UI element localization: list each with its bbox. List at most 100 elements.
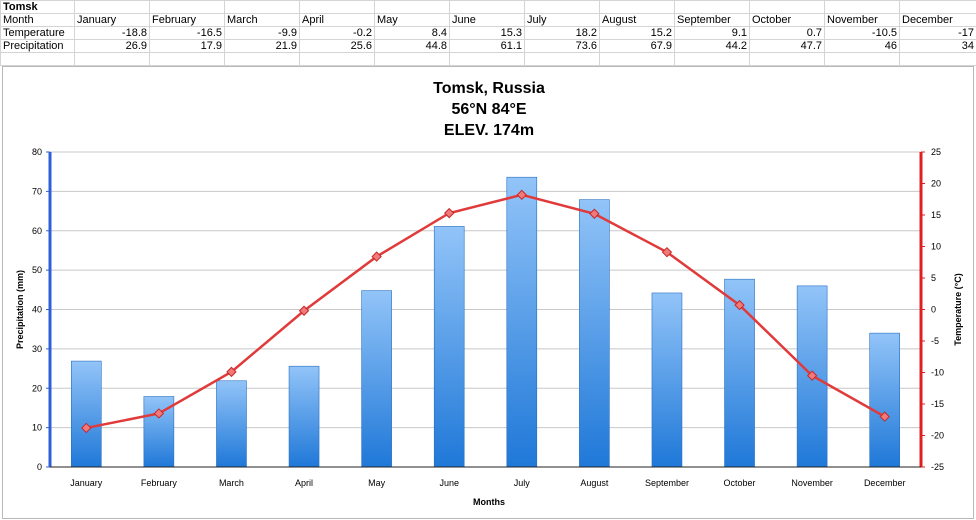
x-tick-label: November — [791, 478, 833, 488]
right-tick-label: -20 — [931, 431, 944, 441]
empty-cell[interactable] — [300, 53, 375, 66]
empty-cell[interactable] — [75, 1, 150, 14]
empty-cell[interactable] — [150, 1, 225, 14]
empty-cell[interactable] — [675, 53, 750, 66]
right-tick-label: 15 — [931, 210, 941, 220]
sheet-cell[interactable]: -16.5 — [150, 27, 225, 40]
sheet-cell[interactable]: -18.8 — [75, 27, 150, 40]
sheet-cell[interactable]: 18.2 — [525, 27, 600, 40]
empty-cell[interactable] — [675, 1, 750, 14]
sheet-cell[interactable]: June — [450, 14, 525, 27]
left-tick-label: 60 — [32, 226, 42, 236]
precip-bar[interactable] — [434, 226, 464, 467]
empty-cell[interactable] — [750, 1, 825, 14]
sheet-cell[interactable]: 8.4 — [375, 27, 450, 40]
row-label-cell[interactable]: Temperature — [1, 27, 75, 40]
empty-cell[interactable] — [225, 53, 300, 66]
empty-cell[interactable] — [600, 53, 675, 66]
precip-bar[interactable] — [362, 291, 392, 467]
precip-bar[interactable] — [216, 381, 246, 467]
sheet-cell[interactable]: -10.5 — [825, 27, 900, 40]
sheet-cell[interactable]: 61.1 — [450, 40, 525, 53]
sheet-cell[interactable]: December — [900, 14, 976, 27]
right-tick-label: -10 — [931, 368, 944, 378]
empty-cell[interactable] — [75, 53, 150, 66]
sheet-cell[interactable]: -17 — [900, 27, 976, 40]
sheet-cell[interactable]: 67.9 — [600, 40, 675, 53]
sheet-cell[interactable]: November — [825, 14, 900, 27]
left-tick-label: 70 — [32, 186, 42, 196]
chart-title-line: 56°N 84°E — [451, 101, 526, 118]
left-tick-label: 30 — [32, 344, 42, 354]
sheet-cell[interactable]: 9.1 — [675, 27, 750, 40]
precip-bar[interactable] — [579, 200, 609, 467]
precip-bar[interactable] — [289, 366, 319, 467]
left-tick-label: 0 — [37, 462, 42, 472]
sheet-title-row: Tomsk — [1, 1, 976, 14]
sheet-cell[interactable]: August — [600, 14, 675, 27]
sheet-cell[interactable]: 34 — [900, 40, 976, 53]
sheet-cell[interactable]: -0.2 — [300, 27, 375, 40]
empty-cell[interactable] — [375, 53, 450, 66]
right-tick-label: -5 — [931, 336, 939, 346]
sheet-cell[interactable]: April — [300, 14, 375, 27]
sheet-cell[interactable]: 0.7 — [750, 27, 825, 40]
sheet-cell[interactable]: 15.3 — [450, 27, 525, 40]
chart-title-line: Tomsk, Russia — [433, 80, 545, 97]
left-tick-label: 80 — [32, 147, 42, 157]
sheet-cell[interactable]: July — [525, 14, 600, 27]
sheet-cell[interactable]: May — [375, 14, 450, 27]
empty-cell[interactable] — [600, 1, 675, 14]
x-tick-label: August — [580, 478, 609, 488]
sheet-cell[interactable]: 15.2 — [600, 27, 675, 40]
empty-cell[interactable] — [225, 1, 300, 14]
empty-cell[interactable] — [375, 1, 450, 14]
sheet-cell[interactable]: 21.9 — [225, 40, 300, 53]
sheet-title-cell[interactable]: Tomsk — [1, 1, 75, 14]
sheet-cell[interactable]: March — [225, 14, 300, 27]
precip-bar[interactable] — [507, 177, 537, 467]
sheet-cell[interactable]: September — [675, 14, 750, 27]
sheet-cell[interactable]: October — [750, 14, 825, 27]
empty-cell[interactable] — [750, 53, 825, 66]
precip-bar[interactable] — [652, 293, 682, 467]
precip-bar[interactable] — [71, 361, 101, 467]
right-tick-label: 20 — [931, 179, 941, 189]
empty-cell[interactable] — [150, 53, 225, 66]
sheet-cell[interactable]: -9.9 — [225, 27, 300, 40]
row-label-cell[interactable]: Month — [1, 14, 75, 27]
empty-cell[interactable] — [825, 1, 900, 14]
empty-cell[interactable] — [450, 1, 525, 14]
empty-cell[interactable] — [900, 1, 976, 14]
right-tick-label: 0 — [931, 305, 936, 315]
sheet-cell[interactable]: February — [150, 14, 225, 27]
left-axis-title: Precipitation (mm) — [15, 270, 25, 349]
x-tick-label: February — [141, 478, 178, 488]
sheet-cell[interactable]: 26.9 — [75, 40, 150, 53]
x-axis-title: Months — [473, 497, 505, 507]
sheet-cell[interactable]: 73.6 — [525, 40, 600, 53]
sheet-cell[interactable]: 44.8 — [375, 40, 450, 53]
sheet-cell[interactable]: 47.7 — [750, 40, 825, 53]
sheet-cell[interactable]: 17.9 — [150, 40, 225, 53]
sheet-cell[interactable]: 25.6 — [300, 40, 375, 53]
x-tick-label: April — [295, 478, 313, 488]
empty-cell[interactable] — [300, 1, 375, 14]
sheet-cell[interactable]: 46 — [825, 40, 900, 53]
empty-cell[interactable] — [525, 1, 600, 14]
left-tick-label: 20 — [32, 383, 42, 393]
right-tick-label: 5 — [931, 273, 936, 283]
row-label-cell[interactable]: Precipitation — [1, 40, 75, 53]
empty-cell[interactable] — [825, 53, 900, 66]
empty-cell[interactable] — [450, 53, 525, 66]
sheet-cell[interactable]: 44.2 — [675, 40, 750, 53]
precip-bar[interactable] — [870, 333, 900, 467]
sheet-cell[interactable]: January — [75, 14, 150, 27]
temperature-line — [86, 195, 884, 428]
empty-cell[interactable] — [900, 53, 976, 66]
empty-cell[interactable] — [1, 53, 75, 66]
empty-cell[interactable] — [525, 53, 600, 66]
